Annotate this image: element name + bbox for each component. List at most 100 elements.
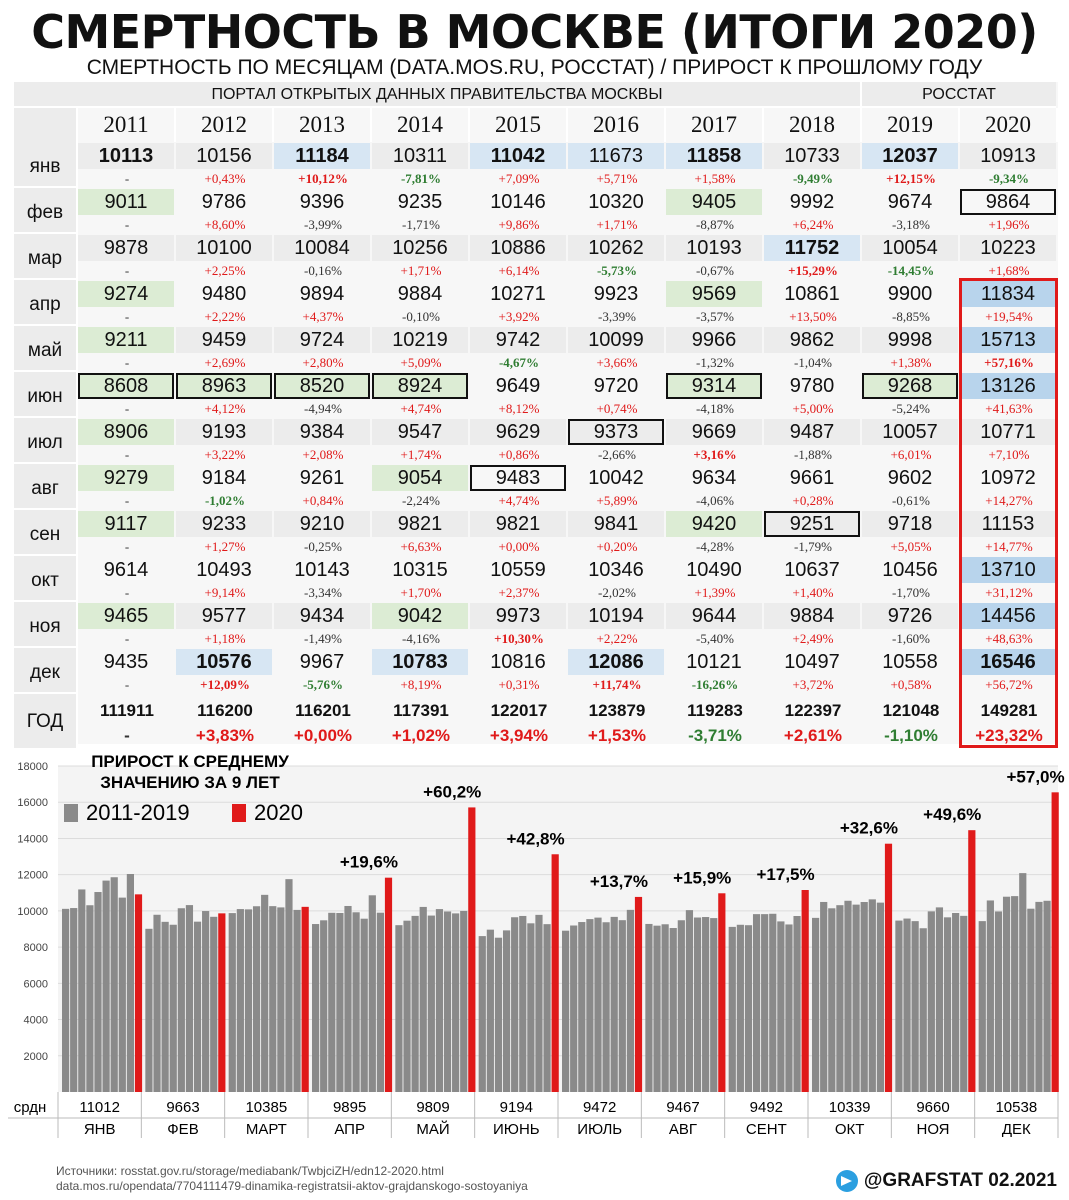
- table-cell-pct: -: [124, 171, 130, 186]
- table-cell-pct: +1,71%: [596, 217, 638, 232]
- bar-2011-2019: [236, 909, 244, 1092]
- y-tick-label: 10000: [17, 906, 48, 918]
- bar-2011-2019: [336, 912, 344, 1092]
- table-cell-pct: +0,84%: [302, 493, 344, 508]
- avg-value: 9809: [416, 1099, 449, 1116]
- table-cell-pct: +0,28%: [792, 493, 834, 508]
- table-cell-pct: -5,76%: [302, 677, 344, 692]
- table-cell-value: 9780: [789, 375, 835, 397]
- year-total-label: ГОД: [14, 694, 78, 750]
- growth-label: +32,6%: [840, 819, 898, 838]
- table-cell-pct: +2,25%: [204, 263, 246, 278]
- table-cell-pct: -1,60%: [892, 631, 930, 646]
- table-cell-pct: +1,40%: [792, 585, 834, 600]
- table-cell-pct: -4,06%: [696, 493, 734, 508]
- bar-2011-2019: [626, 909, 634, 1092]
- table-cell-value: 8906: [78, 419, 174, 445]
- table-cell-value: 12086: [568, 649, 664, 675]
- table-cell-pct: +19,54%: [985, 309, 1033, 324]
- table-cell-pct: +8,19%: [400, 677, 442, 692]
- growth-label: +57,0%: [1006, 767, 1064, 786]
- table-cell-pct: -9,49%: [792, 171, 834, 186]
- bar-2011-2019: [228, 913, 236, 1092]
- table-cell-value: 13126: [960, 373, 1056, 399]
- table-cell-pct: -2,02%: [598, 585, 636, 600]
- growth-label: +13,7%: [590, 872, 648, 891]
- table-cell-value: 8963: [176, 373, 272, 399]
- bar-2011-2019: [793, 915, 801, 1092]
- table-cell-value: 9279: [78, 465, 174, 491]
- bar-2011-2019: [269, 906, 277, 1092]
- month-label: апр: [14, 280, 78, 326]
- table-cell-value: 10493: [196, 559, 252, 581]
- table-cell-value: 10576: [176, 649, 272, 675]
- table-cell-pct: +12,09%: [200, 677, 250, 692]
- table-cell-pct: -2,24%: [402, 493, 440, 508]
- table-cell-pct: +2,80%: [302, 355, 344, 370]
- table-cell-pct: -: [124, 309, 130, 324]
- table-cell-pct: +8,12%: [498, 401, 540, 416]
- table-cell-value: 10121: [686, 651, 742, 673]
- x-tick-label: ФЕВ: [167, 1121, 198, 1138]
- year-header: 2016: [568, 108, 666, 142]
- table-cell-pct: -16,26%: [691, 677, 739, 692]
- bar-2011-2019: [320, 920, 328, 1092]
- table-cell-value: 9011: [78, 189, 174, 215]
- table-cell-value: 9841: [568, 511, 664, 537]
- bar-2011-2019: [153, 914, 161, 1092]
- table-cell-value: 10490: [686, 559, 742, 581]
- table-cell-value: 10886: [470, 235, 566, 261]
- bar-2011-2019: [653, 925, 661, 1092]
- table-cell-pct: +56,72%: [985, 677, 1033, 692]
- month-label: дек: [14, 648, 78, 694]
- table-cell-value: 9674: [887, 191, 933, 213]
- table-cell-pct: +7,10%: [988, 447, 1030, 462]
- bar-2011-2019: [486, 929, 494, 1092]
- table-cell-pct: +5,05%: [890, 539, 932, 554]
- bar-2011-2019: [661, 924, 669, 1092]
- table-cell-value: 9884: [397, 283, 443, 305]
- bar-2011-2019: [244, 909, 253, 1092]
- brand-credit: @GRAFSTAT 02.2021: [835, 1170, 1057, 1192]
- year-total-value: 123879: [588, 701, 646, 720]
- table-cell-value: 9483: [470, 465, 566, 491]
- year-total-pct: +3,83%: [195, 726, 255, 745]
- table-cell-pct: +5,71%: [596, 171, 638, 186]
- bar-2011-2019: [927, 911, 935, 1092]
- bar-2011-2019: [903, 918, 911, 1092]
- bar-2020: [301, 906, 309, 1092]
- bar-2011-2019: [1027, 908, 1035, 1092]
- table-cell-pct: -3,99%: [304, 217, 342, 232]
- table-cell-pct: +5,09%: [400, 355, 442, 370]
- table-cell-value: 10913: [960, 143, 1056, 169]
- bar-2011-2019: [368, 895, 376, 1092]
- table-cell-pct: -4,16%: [402, 631, 440, 646]
- table-cell-pct: -: [124, 493, 130, 508]
- avg-value: 10538: [995, 1099, 1037, 1116]
- bar-2020: [801, 890, 809, 1092]
- x-tick-label: ДЕК: [1002, 1121, 1031, 1138]
- year-total-value: 122397: [784, 701, 842, 720]
- table-cell-value: 9629: [470, 419, 566, 445]
- year-total-pct: -1,10%: [884, 726, 938, 745]
- bar-2011-2019: [511, 917, 519, 1092]
- x-tick-label: СЕНТ: [746, 1121, 787, 1138]
- bar-2011-2019: [86, 905, 94, 1092]
- table-cell-pct: -: [124, 631, 130, 646]
- table-cell-value: 11752: [764, 235, 860, 261]
- table-cell-value: 10315: [392, 559, 448, 581]
- table-cell-value: 10146: [490, 191, 546, 213]
- table-cell-value: 9878: [78, 235, 174, 261]
- bar-2011-2019: [986, 900, 994, 1092]
- month-label: окт: [14, 556, 78, 602]
- table-cell-pct: +1,27%: [204, 539, 246, 554]
- table-cell-pct: +48,63%: [985, 631, 1033, 646]
- table-cell-pct: -: [124, 401, 130, 416]
- table-cell-value: 9465: [78, 603, 174, 629]
- table-cell-value: 10816: [490, 651, 546, 673]
- table-cell-value: 9235: [397, 191, 443, 213]
- table-cell-value: 9923: [593, 283, 639, 305]
- bar-2011-2019: [895, 920, 903, 1092]
- table-cell-value: 9992: [789, 191, 835, 213]
- table-cell-pct: +6,63%: [400, 539, 442, 554]
